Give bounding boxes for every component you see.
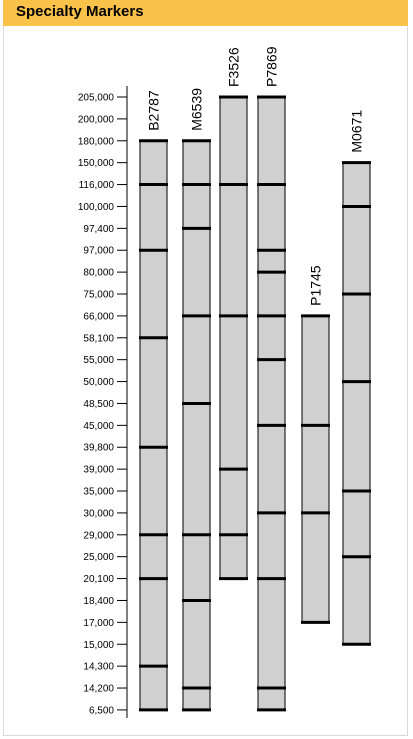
axis-tick-label: 30,000 (83, 508, 114, 519)
axis-tick-label: 18,400 (83, 596, 114, 607)
panel-header: Specialty Markers (3, 0, 408, 26)
lane-body (139, 140, 168, 711)
axis-tick-label: 14,300 (83, 662, 114, 673)
lane-body (257, 96, 286, 711)
marker-name-label: M0671 (349, 110, 365, 153)
axis-tick-label: 15,000 (83, 640, 114, 651)
axis-tick-label: 14,200 (83, 684, 114, 695)
axis-tick-label: 6,500 (89, 705, 114, 716)
axis-tick-label: 116,000 (79, 180, 115, 191)
axis-tick-label: 17,000 (83, 618, 114, 629)
marker-lane-m0671: M0671 (342, 110, 371, 646)
axis-tick-label: 205,000 (78, 93, 115, 104)
marker-name-label: M6539 (189, 88, 205, 131)
axis-tick-label: 66,000 (83, 311, 114, 322)
axis-tick-label: 100,000 (78, 202, 115, 213)
marker-lane-m6539: M6539 (182, 88, 211, 712)
marker-lane-b2787: B2787 (139, 90, 168, 712)
axis-tick-label: 25,000 (83, 552, 114, 563)
marker-lane-f3526: F3526 (219, 47, 248, 581)
axis-tick-label: 97,000 (83, 246, 114, 257)
lane-body (219, 96, 248, 580)
axis-tick-label: 55,000 (83, 355, 114, 366)
lane-body (301, 315, 330, 623)
axis-tick-label: 75,000 (83, 290, 114, 301)
axis-tick-label: 97,400 (83, 224, 114, 235)
axis-tick-label: 29,000 (83, 530, 114, 541)
axis-tick-label: 50,000 (83, 377, 114, 388)
marker-lane-p7869: P7869 (257, 46, 286, 712)
marker-name-label: F3526 (226, 47, 242, 87)
panel-title: Specialty Markers (16, 3, 144, 20)
axis-tick-label: 20,100 (83, 574, 114, 585)
marker-name-label: P1745 (308, 265, 324, 306)
axis-tick-label: 35,000 (83, 487, 114, 498)
axis-tick-label: 200,000 (78, 114, 115, 125)
lane-body (342, 162, 371, 645)
axis-tick-label: 180,000 (78, 136, 115, 147)
axis-tick-label: 39,800 (83, 443, 114, 454)
axis-tick-label: 45,000 (83, 421, 114, 432)
marker-name-label: P7869 (264, 46, 280, 87)
marker-name-label: B2787 (146, 90, 162, 131)
marker-lane-p1745: P1745 (301, 265, 330, 624)
axis-tick-label: 48,500 (83, 399, 114, 410)
axis-tick-label: 39,000 (83, 465, 114, 476)
axis-tick-label: 80,000 (83, 268, 114, 279)
axis-tick-label: 58,100 (83, 333, 114, 344)
lane-body (182, 140, 211, 711)
axis-tick-label: 150,000 (78, 158, 115, 169)
